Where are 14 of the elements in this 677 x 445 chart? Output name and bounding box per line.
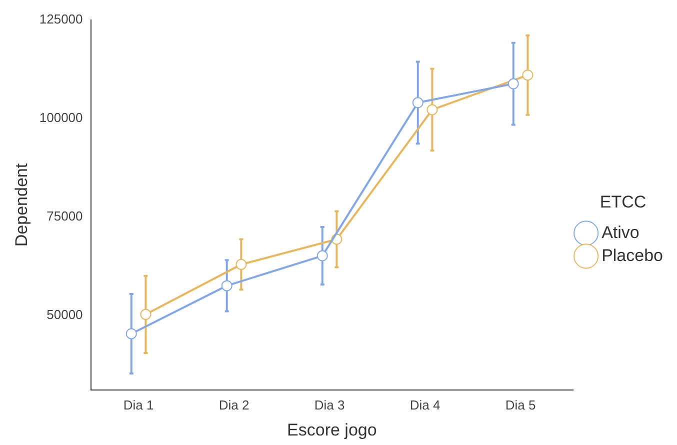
x-tick-label: Dia 4	[410, 397, 440, 412]
legend-label: Placebo	[602, 246, 664, 265]
legend-label: Ativo	[602, 222, 640, 242]
x-tick-label: Dia 5	[505, 397, 536, 412]
y-tick-label: 125000	[39, 12, 83, 27]
y-tick-label: 75000	[46, 208, 83, 224]
x-tick-label: Dia 2	[218, 397, 250, 412]
x-axis-title: Escore jogo	[287, 420, 377, 440]
x-tick-label: Dia 3	[314, 397, 345, 412]
y-axis-title: Dependent	[12, 163, 31, 247]
x-tick-label: Dia 1	[123, 397, 154, 412]
legend-title: ETCC	[600, 192, 646, 212]
y-tick-label: 50000	[46, 306, 83, 322]
y-tick-label: 100000	[39, 110, 83, 125]
